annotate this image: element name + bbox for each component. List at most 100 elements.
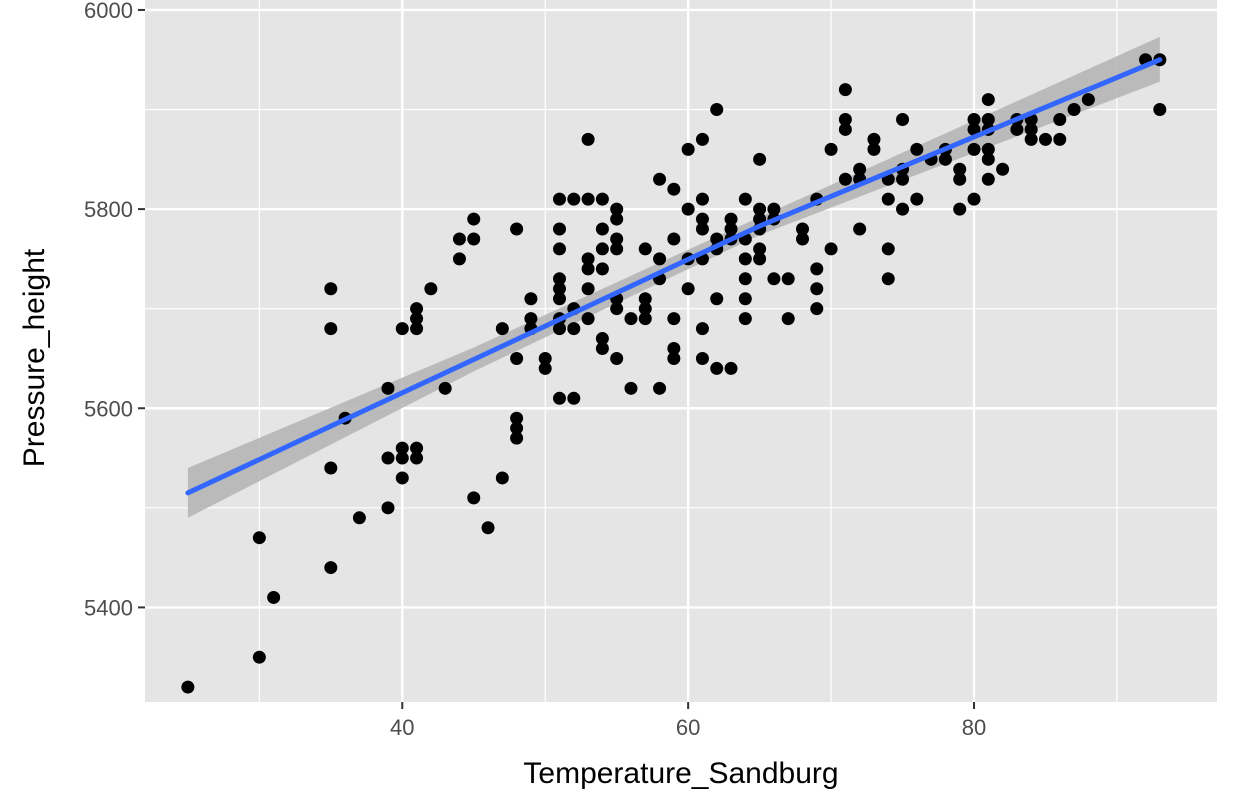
data-point	[624, 381, 638, 395]
data-point	[452, 252, 466, 266]
data-point	[553, 272, 567, 286]
data-point	[510, 222, 524, 236]
data-point	[553, 282, 567, 296]
data-point	[953, 172, 967, 186]
data-point	[853, 162, 867, 176]
data-point	[395, 471, 409, 485]
data-point	[553, 192, 567, 206]
data-point	[838, 83, 852, 97]
data-point	[181, 680, 195, 694]
data-point	[810, 302, 824, 316]
x-axis-ticks: 40 60 80	[390, 702, 986, 740]
data-point	[567, 192, 581, 206]
data-point	[738, 192, 752, 206]
data-point	[395, 322, 409, 336]
data-point	[881, 272, 895, 286]
data-point	[953, 202, 967, 216]
data-point	[524, 292, 538, 306]
y-tick-label: 5400	[84, 595, 133, 620]
data-point	[1010, 122, 1024, 136]
data-point	[495, 322, 509, 336]
data-point	[595, 262, 609, 276]
data-point	[681, 282, 695, 296]
data-point	[981, 152, 995, 166]
data-point	[681, 202, 695, 216]
data-point	[610, 212, 624, 226]
data-point	[910, 192, 924, 206]
data-point	[410, 441, 424, 455]
data-point	[810, 262, 824, 276]
data-point	[467, 232, 481, 246]
data-point	[910, 142, 924, 156]
data-point	[981, 93, 995, 107]
data-point	[938, 152, 952, 166]
data-point	[381, 501, 395, 515]
data-point	[553, 292, 567, 306]
data-points	[181, 53, 1167, 694]
data-point	[1024, 132, 1038, 146]
data-point	[267, 590, 281, 604]
data-point	[1038, 132, 1052, 146]
data-point	[981, 172, 995, 186]
data-point	[667, 232, 681, 246]
data-point	[810, 282, 824, 296]
data-point	[595, 332, 609, 346]
y-tick-label: 5600	[84, 396, 133, 421]
data-point	[581, 252, 595, 266]
data-point	[738, 272, 752, 286]
data-point	[1053, 112, 1067, 126]
data-point	[610, 302, 624, 316]
data-point	[410, 302, 424, 316]
data-point	[595, 342, 609, 356]
data-point	[524, 312, 538, 326]
data-point	[510, 351, 524, 365]
data-point	[410, 322, 424, 336]
data-point	[410, 451, 424, 465]
data-point	[324, 322, 338, 336]
data-point	[1067, 103, 1081, 117]
data-point	[1081, 93, 1095, 107]
data-point	[595, 242, 609, 256]
data-point	[896, 202, 910, 216]
data-point	[967, 122, 981, 136]
data-point	[881, 192, 895, 206]
data-point	[967, 192, 981, 206]
data-point	[724, 222, 738, 236]
data-point	[553, 322, 567, 336]
data-point	[824, 242, 838, 256]
data-point	[567, 322, 581, 336]
data-point	[710, 292, 724, 306]
data-point	[581, 262, 595, 276]
y-axis-title: Pressure_height	[18, 248, 51, 467]
data-point	[753, 202, 767, 216]
data-point	[595, 192, 609, 206]
data-point	[867, 132, 881, 146]
data-point	[252, 650, 266, 664]
data-point	[838, 172, 852, 186]
data-point	[653, 172, 667, 186]
data-point	[667, 312, 681, 326]
data-point	[695, 222, 709, 236]
data-point	[381, 381, 395, 395]
regression-line	[185, 57, 1163, 496]
data-point	[981, 112, 995, 126]
y-tick-label: 5800	[84, 197, 133, 222]
data-point	[867, 142, 881, 156]
data-point	[510, 431, 524, 445]
data-point	[695, 322, 709, 336]
data-point	[324, 282, 338, 296]
data-point	[853, 222, 867, 236]
data-point	[581, 192, 595, 206]
data-point	[424, 282, 438, 296]
data-point	[681, 142, 695, 156]
data-point	[667, 351, 681, 365]
data-point	[538, 351, 552, 365]
data-point	[753, 242, 767, 256]
x-tick-label: 40	[390, 715, 414, 740]
x-tick-label: 80	[962, 715, 986, 740]
data-point	[724, 361, 738, 375]
data-point	[438, 381, 452, 395]
data-point	[967, 112, 981, 126]
data-point	[452, 232, 466, 246]
